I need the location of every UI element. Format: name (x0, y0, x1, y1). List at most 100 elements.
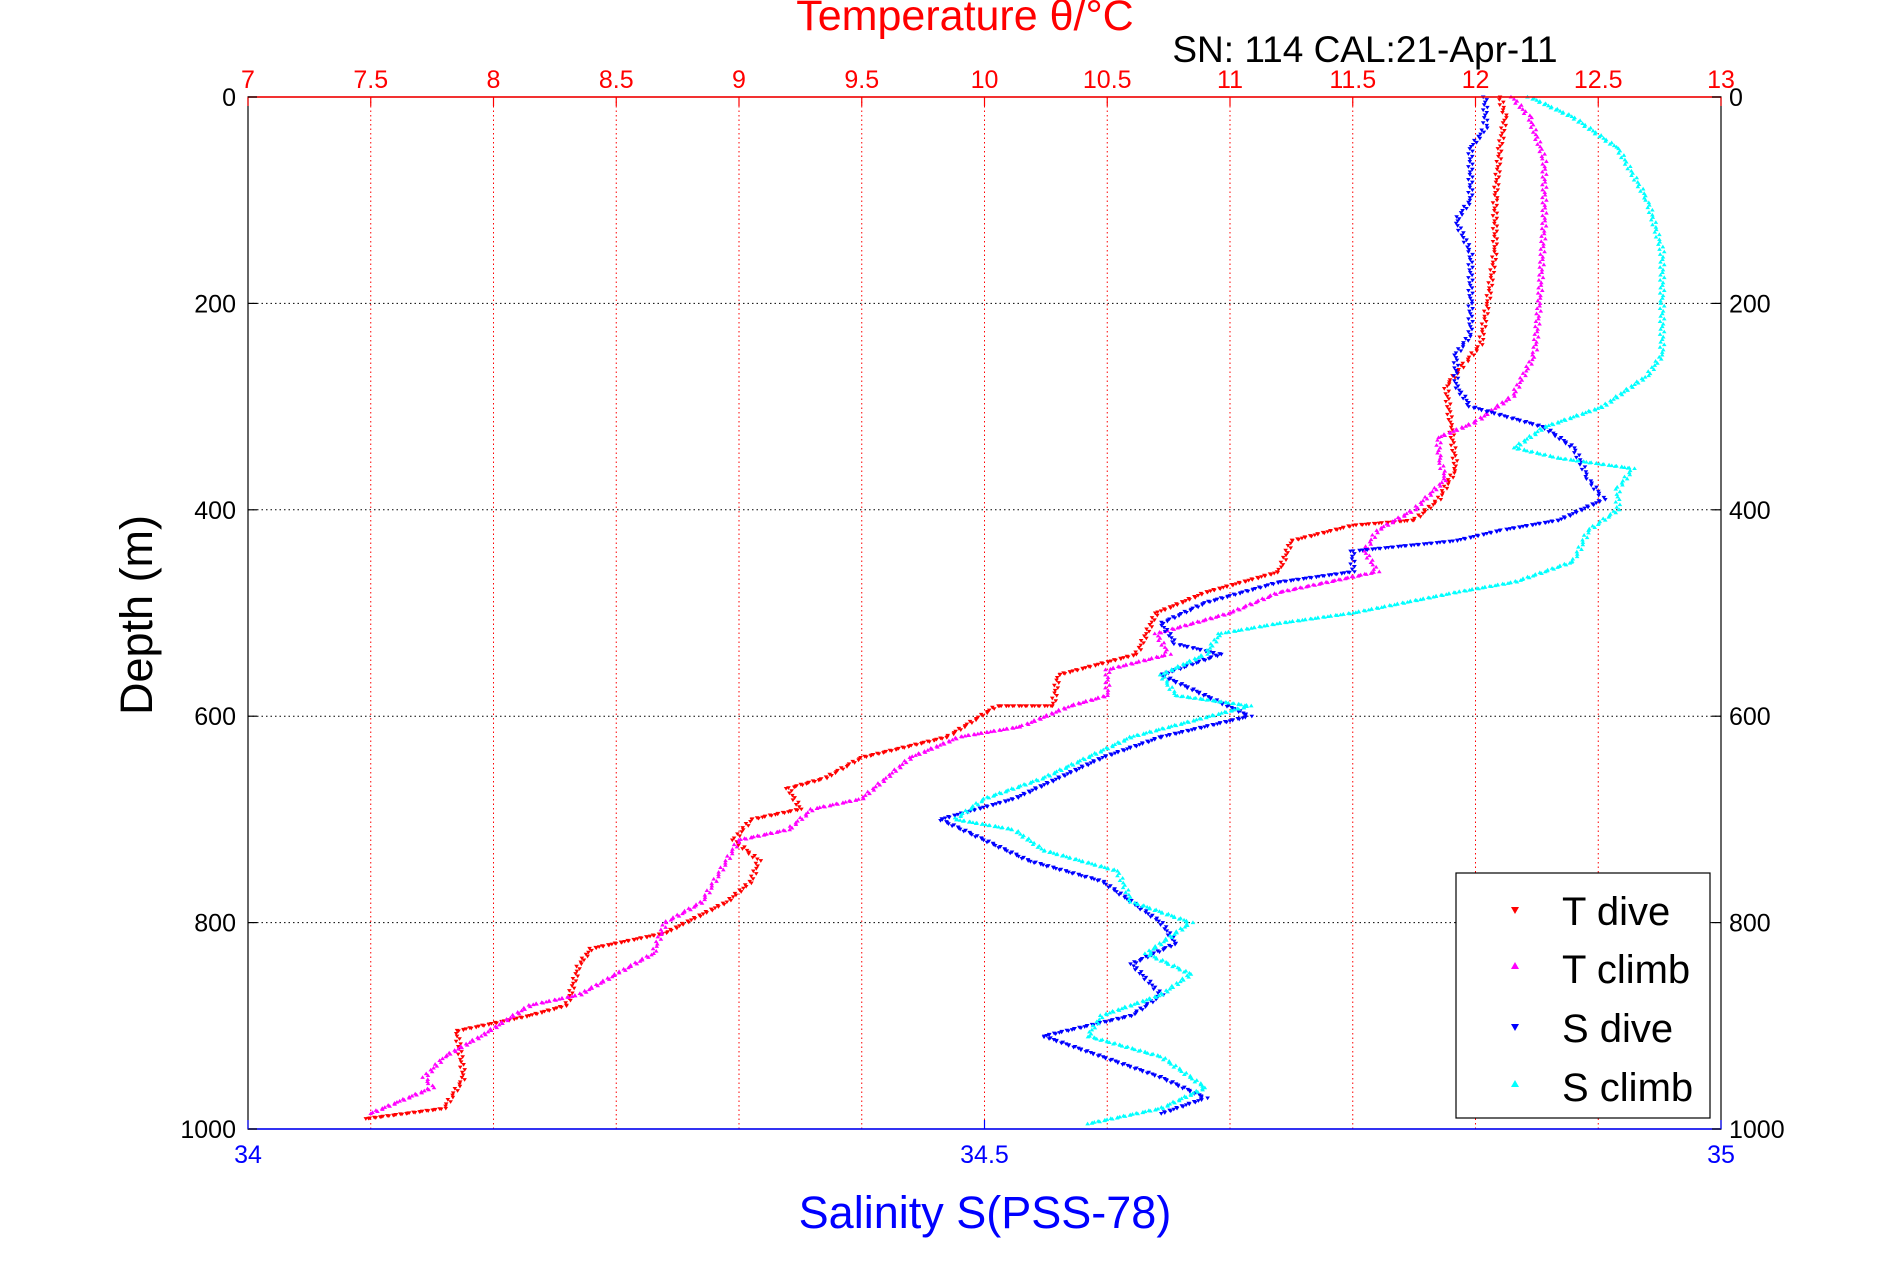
data-point (1180, 927, 1185, 932)
data-point (1452, 366, 1457, 371)
data-point (1498, 134, 1504, 138)
data-point (1102, 1118, 1107, 1123)
data-point (1158, 958, 1164, 963)
data-point (1206, 695, 1211, 699)
data-point (749, 817, 755, 822)
data-point (1149, 738, 1155, 743)
data-point (1488, 291, 1494, 296)
data-point (1442, 468, 1448, 473)
data-point (1537, 522, 1543, 526)
data-point (1169, 913, 1175, 918)
data-point (1137, 972, 1142, 976)
data-point (522, 1007, 528, 1011)
data-point (1237, 607, 1242, 612)
data-point (445, 1098, 451, 1102)
data-point (1157, 950, 1162, 955)
data-point (753, 861, 759, 866)
data-point (1351, 574, 1356, 579)
data-point (1543, 521, 1548, 526)
data-point (1092, 1025, 1098, 1030)
data-point (1548, 454, 1553, 458)
data-point (1029, 704, 1035, 709)
data-point (1117, 741, 1122, 745)
data-point (692, 917, 698, 921)
data-point (1526, 117, 1532, 122)
data-point (1466, 405, 1472, 409)
data-point (1465, 359, 1471, 364)
data-point (1469, 327, 1475, 332)
data-point (1460, 361, 1466, 366)
data-point (653, 948, 659, 953)
data-point (1466, 330, 1471, 334)
data-point (769, 814, 774, 818)
data-point (1462, 537, 1468, 542)
data-point (1469, 167, 1475, 172)
data-point (1492, 234, 1497, 239)
data-point (1152, 618, 1157, 623)
data-point (1451, 461, 1457, 466)
data-point (983, 822, 989, 827)
data-point (1194, 661, 1200, 666)
data-point (438, 1107, 444, 1112)
data-point (1096, 1021, 1101, 1026)
data-point (789, 825, 795, 830)
data-point (985, 730, 990, 735)
data-point (981, 805, 986, 810)
data-point (1447, 402, 1453, 407)
data-point (740, 826, 746, 830)
data-point (1484, 301, 1490, 306)
data-point (1586, 528, 1591, 532)
data-point (1379, 526, 1384, 531)
data-point (1082, 1025, 1088, 1029)
data-point (1486, 281, 1491, 285)
data-point (1571, 414, 1576, 419)
data-point (1169, 724, 1174, 728)
data-point (958, 728, 964, 733)
data-point (1177, 731, 1182, 735)
data-point (707, 890, 713, 895)
data-point (1638, 189, 1643, 193)
data-point (1200, 1084, 1205, 1088)
data-point (1238, 702, 1244, 707)
data-point (883, 775, 889, 780)
data-point (1441, 484, 1447, 489)
data-point (1127, 1113, 1133, 1117)
data-point (478, 1033, 484, 1038)
data-point (1585, 505, 1591, 510)
data-point (1482, 413, 1487, 418)
data-point (1132, 1047, 1138, 1052)
data-point (730, 895, 736, 899)
data-point (473, 1025, 479, 1030)
data-point (494, 1025, 500, 1030)
data-point (1613, 486, 1619, 491)
data-point (871, 787, 877, 792)
data-point (1015, 785, 1021, 790)
data-point (1439, 489, 1445, 493)
data-point (988, 729, 993, 734)
data-point (1239, 627, 1244, 632)
data-point (1480, 338, 1486, 342)
data-point (646, 955, 651, 959)
data-point (1660, 321, 1666, 326)
data-point (1172, 942, 1178, 947)
data-point (1498, 157, 1504, 162)
data-point (743, 822, 749, 826)
data-point (1659, 350, 1665, 354)
data-point (543, 999, 549, 1004)
data-point (1300, 617, 1305, 622)
data-point (1600, 516, 1606, 521)
data-point (1175, 982, 1181, 987)
data-point (1211, 723, 1217, 728)
data-point (947, 815, 952, 820)
data-point (1452, 469, 1458, 473)
data-point (1207, 645, 1213, 650)
data-point (1488, 273, 1494, 278)
data-point (570, 976, 576, 981)
data-point (1601, 495, 1607, 500)
data-point (1446, 418, 1451, 422)
data-point (1170, 985, 1176, 989)
data-point (394, 1099, 400, 1104)
data-point (957, 827, 963, 832)
data-point (1226, 700, 1231, 705)
data-point (1204, 647, 1210, 652)
